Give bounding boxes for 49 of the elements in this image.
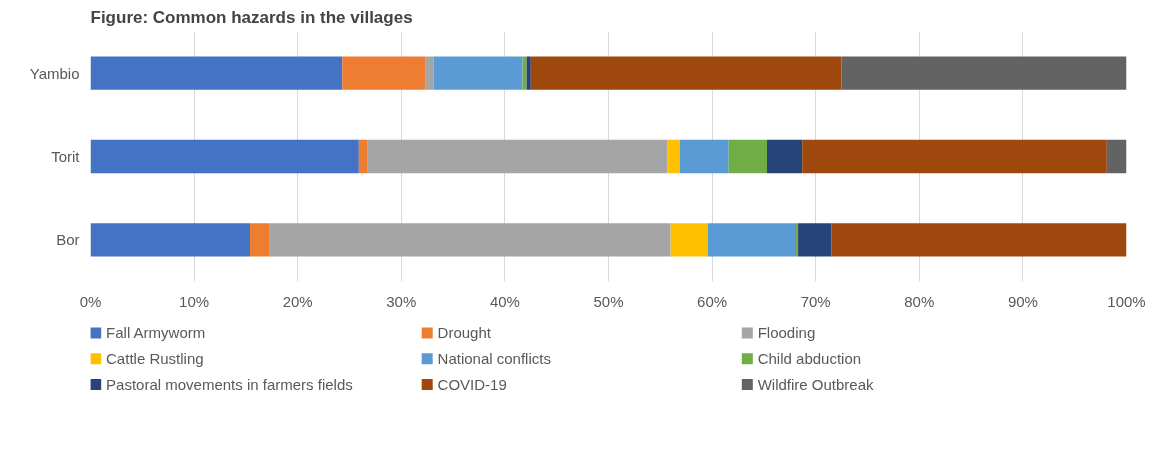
- bar: [667, 139, 680, 174]
- bar: [250, 223, 270, 257]
- bar: [530, 56, 842, 90]
- x-tick-label: 50%: [593, 292, 624, 310]
- bar: [90, 139, 359, 174]
- x-tick-label: 0%: [79, 292, 102, 310]
- legend-label: COVID-19: [437, 376, 507, 394]
- bar: [433, 56, 523, 90]
- bar: [798, 223, 832, 257]
- legend-label: Drought: [437, 324, 492, 342]
- x-tick-label: 90%: [1007, 292, 1038, 310]
- bar: [796, 223, 799, 257]
- bar: [367, 139, 668, 174]
- legend-label: Flooding: [757, 324, 816, 342]
- bar: [707, 223, 797, 257]
- x-tick-label: 80%: [904, 292, 935, 310]
- x-tick-label: 40%: [489, 292, 520, 310]
- bar: [425, 56, 434, 90]
- bar: [342, 56, 426, 90]
- legend-label: Cattle Rustling: [106, 350, 204, 368]
- legend-label: Fall Armyworm: [106, 324, 206, 342]
- chart-title: Figure: Common hazards in the villages: [90, 7, 413, 27]
- bar: [679, 139, 729, 174]
- legend-label: Pastoral movements in farmers fields: [106, 376, 353, 394]
- bar: [767, 139, 803, 174]
- x-tick-label: 20%: [282, 292, 313, 310]
- bar: [802, 139, 1107, 174]
- x-tick-label: 30%: [386, 292, 417, 310]
- legend-label: Child abduction: [757, 350, 862, 368]
- y-tick-label: Torit: [51, 148, 81, 165]
- legend-label: National conflicts: [437, 350, 551, 368]
- x-tick-label: 100%: [1107, 292, 1146, 310]
- bar: [90, 56, 343, 90]
- bar: [841, 56, 1127, 90]
- y-tick-label: Yambio: [29, 64, 80, 82]
- y-tick-label: Bor: [56, 231, 80, 249]
- bar: [728, 139, 768, 174]
- bar: [526, 56, 531, 90]
- x-tick-label: 60%: [697, 292, 728, 310]
- legend-label: Wildfire Outbreak: [757, 376, 875, 394]
- bar: [670, 223, 708, 257]
- bar: [1106, 139, 1127, 174]
- bar: [831, 223, 1127, 257]
- bar: [90, 223, 251, 257]
- x-tick-label: 10%: [179, 292, 210, 310]
- x-tick-label: 70%: [800, 292, 831, 310]
- bar: [358, 139, 368, 174]
- bar: [522, 56, 527, 90]
- bar: [269, 223, 671, 257]
